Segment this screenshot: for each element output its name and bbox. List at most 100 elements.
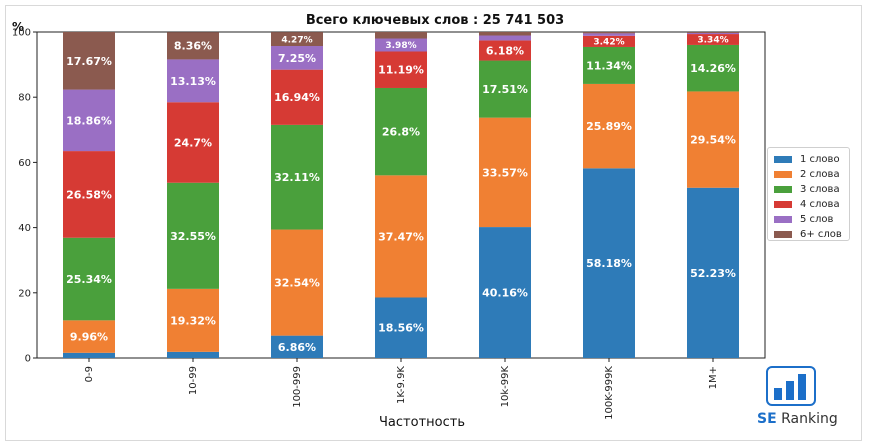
bar-segment-1M+-2 <box>687 44 739 92</box>
data-label-100K-999K-1: 25.89% <box>586 120 632 133</box>
bar-segment-100-999-3 <box>271 69 323 125</box>
data-label-1M+-2: 14.26% <box>690 62 736 75</box>
bar-segment-1K-9.9K-1 <box>375 175 427 298</box>
y-tick-label-60: 60 <box>18 158 31 169</box>
bar-segment-100K-999K-0 <box>583 168 635 358</box>
legend-swatch-1 <box>774 171 792 178</box>
bar-segment-1M+-3 <box>687 34 739 45</box>
legend-swatch-2 <box>774 186 792 193</box>
bar-segment-100-999-1 <box>271 229 323 336</box>
bar-segment-100K-999K-1 <box>583 83 635 169</box>
bar-segment-1M+-5 <box>687 32 739 33</box>
legend-item-1: 2 слова <box>774 167 849 182</box>
y-tick-label-0: 0 <box>25 354 31 365</box>
bar-segment-100K-999K-5 <box>583 32 635 34</box>
legend-item-4: 5 слов <box>774 212 849 227</box>
y-tick-label-80: 80 <box>18 93 31 104</box>
data-label-100-999-1: 32.54% <box>274 277 320 290</box>
data-label-100-999-0: 6.86% <box>278 341 316 354</box>
legend-swatch-4 <box>774 216 792 223</box>
data-label-1K-9.9K-1: 37.47% <box>378 230 424 243</box>
bar-segment-100K-999K-4 <box>583 33 635 36</box>
legend-item-2: 3 слова <box>774 182 849 197</box>
bar-segment-10k-99K-0 <box>479 227 531 358</box>
bar-segment-0-9-5 <box>63 32 115 90</box>
legend-label-4: 5 слов <box>800 214 834 225</box>
data-label-100K-999K-0: 58.18% <box>586 257 632 270</box>
bar-segment-0-9-0 <box>63 352 115 358</box>
data-label-100-999-3: 16.94% <box>274 91 320 104</box>
legend-item-3: 4 слова <box>774 197 849 212</box>
bar-segment-0-9-2 <box>63 237 115 321</box>
brand-se-text: SE <box>757 411 777 427</box>
y-tick-label-100: 100 <box>12 28 31 39</box>
data-label-10k-99K-1: 33.57% <box>482 166 528 179</box>
bar-segment-10-99-4 <box>167 59 219 103</box>
data-label-10k-99K-0: 40.16% <box>482 286 528 299</box>
data-label-10-99-2: 32.55% <box>170 230 216 243</box>
data-label-100K-999K-3: 3.42% <box>593 38 624 48</box>
data-label-10k-99K-3: 6.18% <box>486 44 524 57</box>
x-tick-label-100-999: 100-999 <box>292 366 303 408</box>
x-tick-label-10-99: 10-99 <box>188 366 199 395</box>
legend-item-5: 6+ слов <box>774 227 849 242</box>
y-tick-label-20: 20 <box>18 288 31 299</box>
bar-segment-10-99-3 <box>167 102 219 183</box>
bar-segment-10-99-2 <box>167 182 219 289</box>
brand-ranking-text: Ranking <box>781 411 838 427</box>
x-tick-label-1M+: 1M+ <box>708 366 719 389</box>
legend-label-3: 4 слова <box>800 199 840 210</box>
bar-segment-100-999-2 <box>271 124 323 230</box>
bar-segment-100K-999K-2 <box>583 46 635 84</box>
legend-label-0: 1 слово <box>800 154 840 165</box>
data-label-10k-99K-2: 17.51% <box>482 83 528 96</box>
bar-segment-1K-9.9K-3 <box>375 51 427 88</box>
bar-segment-10k-99K-1 <box>479 117 531 228</box>
bar-segment-1M+-0 <box>687 187 739 358</box>
data-label-10-99-4: 13.13% <box>170 75 216 88</box>
data-label-1M+-0: 52.23% <box>690 267 736 280</box>
bar-segment-100-999-5 <box>271 32 323 47</box>
bar-segment-1M+-4 <box>687 32 739 35</box>
data-label-1K-9.9K-3: 11.19% <box>378 64 424 77</box>
data-label-10-99-1: 19.32% <box>170 314 216 327</box>
x-tick-label-0-9: 0-9 <box>84 366 95 382</box>
legend-item-0: 1 слово <box>774 152 849 167</box>
x-tick-label-100K-999K: 100K-999K <box>604 366 615 420</box>
legend-label-2: 3 слова <box>800 184 840 195</box>
bar-segment-1K-9.9K-0 <box>375 297 427 358</box>
y-tick-label-40: 40 <box>18 223 31 234</box>
bar-segment-100K-999K-3 <box>583 35 635 47</box>
bar-segment-10-99-1 <box>167 288 219 352</box>
brand-name: SE Ranking <box>757 411 838 427</box>
legend: 1 слово 2 слова 3 слова 4 слова 5 слов 6+ сло… <box>767 147 850 241</box>
data-label-10-99-3: 24.7% <box>174 136 212 149</box>
data-label-1K-9.9K-2: 26.8% <box>382 126 420 139</box>
bar-segment-0-9-4 <box>63 89 115 152</box>
data-label-0-9-4: 18.86% <box>66 114 112 127</box>
legend-label-5: 6+ слов <box>800 229 842 240</box>
data-label-100-999-4: 7.25% <box>278 52 316 65</box>
data-label-0-9-1: 9.96% <box>70 331 108 344</box>
data-label-0-9-3: 26.58% <box>66 188 112 201</box>
data-label-0-9-2: 25.34% <box>66 273 112 286</box>
x-tick-label-10k-99K: 10k-99K <box>500 366 511 408</box>
bar-segment-10k-99K-5 <box>479 32 531 36</box>
y-axis-label: % <box>12 20 24 34</box>
legend-swatch-0 <box>774 156 792 163</box>
bar-segment-0-9-1 <box>63 320 115 353</box>
bar-segment-100-999-4 <box>271 46 323 70</box>
bar-segment-10k-99K-3 <box>479 40 531 61</box>
x-axis-label: Частотность <box>379 415 465 430</box>
bar-segment-10k-99K-4 <box>479 35 531 41</box>
data-label-0-9-5: 17.67% <box>66 55 112 68</box>
bar-segment-1K-9.9K-2 <box>375 87 427 176</box>
legend-label-1: 2 слова <box>800 169 840 180</box>
data-label-1K-9.9K-4: 3.98% <box>385 41 416 51</box>
data-label-100K-999K-2: 11.34% <box>586 59 632 72</box>
bar-chart-logo-icon <box>766 366 816 406</box>
data-label-1K-9.9K-0: 18.56% <box>378 322 424 335</box>
bar-segment-10-99-5 <box>167 32 219 60</box>
legend-swatch-3 <box>774 201 792 208</box>
bar-segment-100-999-0 <box>271 335 323 358</box>
